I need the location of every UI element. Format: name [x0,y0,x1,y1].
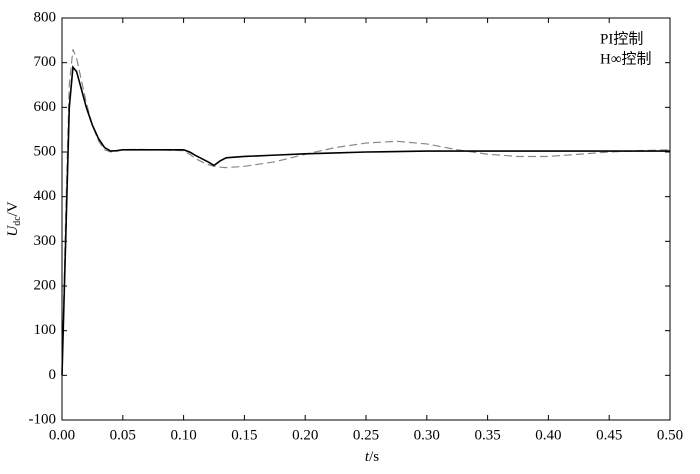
series-line [61,49,671,376]
y-tick-label: 100 [34,322,57,338]
x-label-var: t [365,449,370,465]
x-tick-label: 0.45 [596,427,622,443]
y-tick-label: 500 [34,143,57,159]
legend-entry: H∞控制 [600,50,652,67]
x-tick-label: 0.00 [49,427,75,443]
plot-frame [61,17,671,421]
y-tick-label: 300 [34,233,57,249]
x-tick-label: 0.25 [353,427,379,443]
x-axis-label: t/s [365,449,379,465]
y-tick-label: 800 [34,9,57,25]
x-tick-label: 0.35 [474,427,500,443]
x-tick-label: 0.20 [292,427,318,443]
y-label-sub: dc [12,216,23,226]
y-axis-label: Udc/V [5,201,23,236]
legend-entry: PI控制 [600,30,643,47]
y-label-unit: /V [5,201,21,216]
y-tick-label: 600 [34,99,57,115]
y-tick-label: 400 [34,188,57,204]
y-tick-label: 200 [34,277,57,293]
series-line [61,65,670,376]
x-tick-label: 0.10 [170,427,196,443]
y-label-main: U [5,225,21,237]
x-label-unit: /s [369,449,379,465]
y-tick-label: 700 [34,54,57,70]
x-tick-label: 0.05 [110,427,136,443]
x-tick-label: 0.30 [414,427,440,443]
x-tick-label: 0.50 [657,427,683,443]
x-tick-label: 0.40 [535,427,561,443]
x-tick-label: 0.15 [231,427,257,443]
y-tick-label: -100 [29,411,57,427]
y-tick-label: 0 [49,367,57,383]
